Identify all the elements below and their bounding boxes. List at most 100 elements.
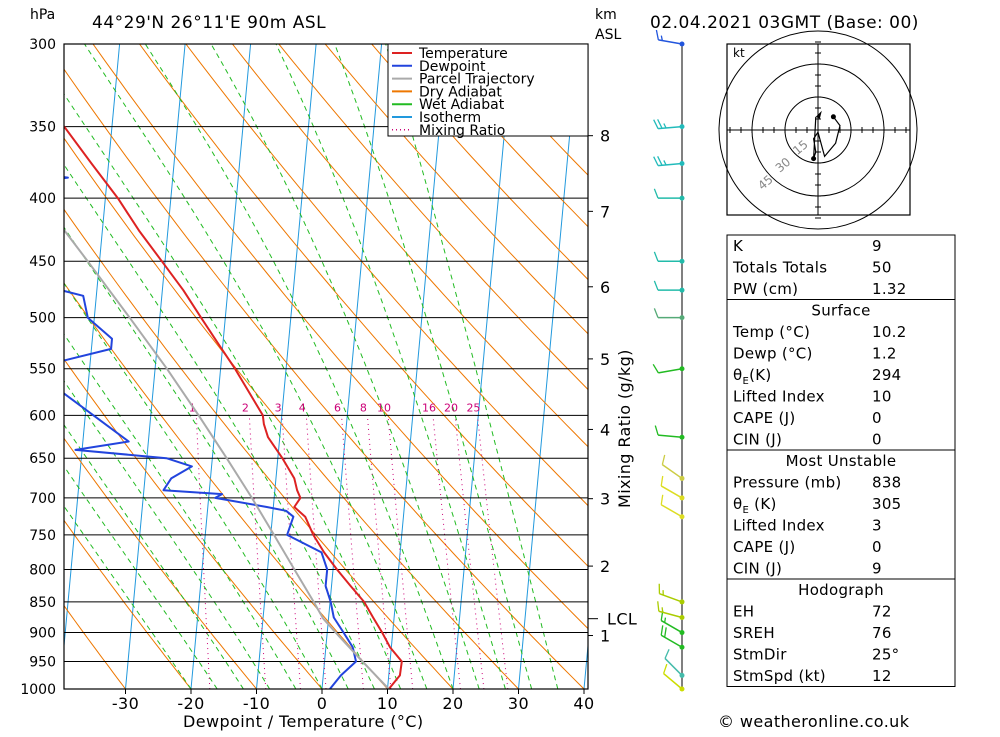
- hodograph-row-value: 25°: [872, 646, 900, 664]
- pressure-tick-label: 900: [29, 626, 56, 642]
- wind-level-dot: [680, 615, 685, 620]
- height-axis-unit-km: km: [595, 7, 617, 23]
- hodograph-unit: kt: [733, 46, 745, 60]
- dry-adiabat-line: [0, 44, 126, 689]
- wind-barb-feather: [658, 119, 662, 128]
- wind-barb-feather: [655, 426, 658, 436]
- pressure-tick-label: 500: [29, 311, 56, 327]
- x-axis-label: Dewpoint / Temperature (°C): [183, 712, 424, 731]
- wind-barb-shaft: [662, 465, 682, 479]
- pressure-tick-label: 350: [29, 120, 56, 136]
- wind-barb-shaft: [661, 486, 682, 498]
- most-unstable-row-label: θE (K): [733, 495, 777, 516]
- most-unstable-row-value: 3: [872, 517, 882, 535]
- surface-row-value: 10: [872, 388, 892, 406]
- general-row-label: Totals Totals: [732, 259, 827, 277]
- surface-row-value: 10.2: [872, 323, 907, 341]
- chart-title-location: 44°29'N 26°11'E 90m ASL: [92, 13, 326, 33]
- temperature-tick-label: -20: [177, 694, 204, 713]
- wind-barb-feather: [654, 120, 658, 129]
- height-tick-label: 5: [600, 350, 611, 369]
- height-tick-label: 3: [600, 490, 611, 509]
- hodograph-row-label: StmDir: [733, 646, 787, 664]
- wind-level-dot: [680, 645, 685, 650]
- wind-level-dot: [680, 196, 685, 201]
- pressure-tick-label: 600: [29, 408, 56, 424]
- pressure-tick-label: 1000: [20, 682, 56, 698]
- pressure-tick-label: 750: [29, 528, 56, 544]
- wind-level-dot: [680, 435, 685, 440]
- wind-level-dot: [680, 687, 685, 692]
- wind-level-dot: [680, 514, 685, 519]
- wind-level-dot: [680, 288, 685, 293]
- mixing-ratio-line: [249, 415, 265, 689]
- hodograph-row-label: StmSpd (kt): [733, 667, 826, 685]
- pressure-tick-label: 300: [29, 37, 56, 53]
- wind-level-dot: [680, 161, 685, 166]
- wet-adiabat-line: [0, 44, 374, 689]
- wind-barbs: [653, 30, 684, 691]
- theta-unit: (K): [749, 366, 771, 384]
- height-tick-label: 8: [600, 127, 611, 146]
- wind-barb-half-feather: [662, 607, 663, 612]
- wind-barb-shaft: [665, 658, 682, 675]
- most-unstable-row-label: Lifted Index: [733, 517, 825, 535]
- isotherm-line: [519, 44, 579, 689]
- hodograph-row-value: 76: [872, 624, 892, 642]
- surface-row-value: 0: [872, 431, 882, 449]
- wet-adiabat-line: [85, 44, 427, 689]
- wind-barb-feather: [653, 364, 658, 373]
- wet-adiabat-line: [386, 44, 558, 689]
- isotherm-line: [584, 44, 644, 689]
- hodograph-row-label: SREH: [733, 624, 775, 642]
- temperature-profile-line: [0, 44, 402, 689]
- mixing-ratio-label: 8: [360, 401, 367, 414]
- wind-level-dot: [680, 630, 685, 635]
- most-unstable-row-label: Pressure (mb): [733, 474, 842, 492]
- temperature-tick-label: 20: [442, 694, 463, 713]
- surface-row-value: 1.2: [872, 345, 897, 363]
- most-unstable-row-value: 838: [872, 474, 902, 492]
- plot-frame: [64, 44, 588, 689]
- wind-barb-feather: [654, 281, 658, 290]
- wind-level-dot: [680, 315, 685, 320]
- general-row-label: K: [733, 237, 744, 255]
- temperature-tick-label: 40: [573, 694, 594, 713]
- pressure-gridlines: [64, 44, 588, 689]
- wind-level-dot: [680, 259, 685, 264]
- isotherm-line: [191, 44, 251, 689]
- wind-barb-feather: [661, 625, 663, 635]
- wind-level-dot: [680, 124, 685, 129]
- pressure-tick-label: 700: [29, 491, 56, 507]
- surface-section-title: Surface: [811, 302, 870, 320]
- pressure-tick-labels: 3003504004505005506006507007508008509009…: [20, 37, 56, 698]
- wind-barb-feather: [658, 601, 659, 611]
- height-tick-label: 7: [600, 202, 611, 221]
- general-row-value: 9: [872, 237, 882, 255]
- wind-barb-feather: [654, 308, 658, 317]
- wind-barb-feather: [665, 649, 669, 658]
- wind-barb-shaft: [658, 435, 682, 437]
- hodograph-section-title: Hodograph: [798, 581, 884, 599]
- pressure-tick-label: 550: [29, 362, 56, 378]
- wet-adiabat-line: [145, 44, 453, 689]
- surface-row-label: CIN (J): [733, 431, 782, 449]
- mixing-ratio-label: 20: [444, 401, 458, 414]
- mixing-ratio-line: [367, 415, 391, 689]
- wind-barb-feather: [658, 156, 662, 165]
- most-unstable-row-value: 305: [872, 495, 902, 513]
- chart-subtitle-datetime: 02.04.2021 03GMT (Base: 00): [650, 13, 919, 33]
- isotherm-line: [322, 44, 382, 689]
- surface-row-label: Temp (°C): [732, 323, 810, 341]
- surface-row-value: 294: [872, 366, 902, 384]
- height-tick-label: 6: [600, 278, 611, 297]
- mixing-ratio-line: [196, 415, 210, 689]
- surface-row-label: CAPE (J): [733, 409, 796, 427]
- height-tick-label: 4: [600, 420, 611, 439]
- isotherm-line: [388, 44, 448, 689]
- dry-adiabat-line: [0, 44, 453, 689]
